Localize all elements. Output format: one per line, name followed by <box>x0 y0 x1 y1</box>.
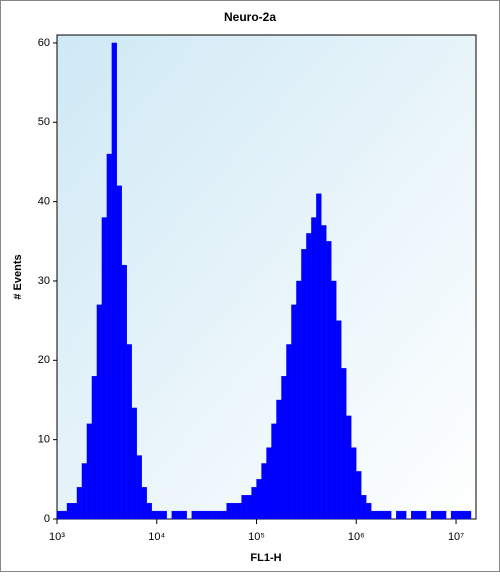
bar <box>306 233 312 520</box>
bar <box>401 510 407 520</box>
bar <box>415 510 422 520</box>
bar <box>206 510 212 520</box>
x-tick-label: 10⁷ <box>448 531 464 543</box>
bar <box>171 510 177 520</box>
chart-title: Neuro-2a <box>224 10 276 24</box>
bar <box>146 502 152 520</box>
bar <box>381 510 387 520</box>
bar <box>455 510 462 520</box>
bar <box>241 495 247 520</box>
bar <box>181 510 187 520</box>
bar <box>91 376 98 520</box>
bar <box>316 193 322 520</box>
bar <box>291 304 297 520</box>
bar <box>141 487 147 520</box>
bar <box>126 344 132 520</box>
bar <box>296 280 302 520</box>
bar <box>286 344 292 520</box>
y-tick-label: 10 <box>38 434 50 446</box>
x-tick-label: 10⁶ <box>348 531 365 543</box>
bar <box>465 510 472 520</box>
bar <box>216 510 222 520</box>
bar <box>201 510 207 520</box>
bar <box>136 455 142 520</box>
bar <box>131 407 137 520</box>
bar <box>450 510 457 520</box>
bar <box>66 502 73 520</box>
bar <box>430 510 437 520</box>
y-tick-label: 60 <box>38 37 50 49</box>
bar <box>356 471 362 520</box>
bar <box>435 510 442 520</box>
bar <box>311 217 317 520</box>
y-tick-label: 20 <box>38 354 50 366</box>
bar <box>56 510 63 520</box>
bar <box>156 510 162 520</box>
bar <box>321 225 327 520</box>
bar <box>71 502 78 520</box>
bar <box>420 510 427 520</box>
bar <box>366 502 372 520</box>
bar <box>331 280 337 520</box>
bar <box>191 510 197 520</box>
bar <box>386 510 392 520</box>
bar <box>411 510 417 520</box>
y-tick-label: 0 <box>44 513 50 525</box>
bar <box>196 510 202 520</box>
bar <box>86 423 93 520</box>
bar <box>376 510 382 520</box>
bar <box>351 447 357 520</box>
bar <box>76 487 83 520</box>
bar <box>161 510 167 520</box>
bar <box>121 264 127 520</box>
bar <box>361 495 367 520</box>
bar <box>460 510 467 520</box>
bar <box>111 42 118 520</box>
bar <box>301 249 307 520</box>
bar <box>371 510 377 520</box>
bar <box>271 423 277 520</box>
bar <box>336 320 342 520</box>
bar <box>101 217 108 520</box>
bars <box>56 42 472 520</box>
bar <box>396 510 402 520</box>
bar <box>226 502 232 520</box>
bar <box>251 487 257 520</box>
bar <box>266 447 272 520</box>
bar <box>211 510 217 520</box>
bar <box>341 368 347 520</box>
bar <box>261 463 267 520</box>
bar <box>236 502 242 520</box>
bar <box>246 495 252 520</box>
bar <box>81 463 88 520</box>
bar <box>151 510 157 520</box>
bar <box>256 479 262 520</box>
bar <box>106 153 113 520</box>
y-tick-label: 30 <box>38 275 50 287</box>
y-axis-label: # Events <box>12 254 24 299</box>
x-tick-label: 10³ <box>49 531 65 543</box>
bar <box>346 415 352 520</box>
bar <box>440 510 447 520</box>
y-tick-label: 50 <box>38 116 50 128</box>
x-axis-label: FL1-H <box>250 552 281 564</box>
bar <box>61 510 68 520</box>
bar <box>96 304 103 520</box>
bar <box>176 510 182 520</box>
x-tick-label: 10⁴ <box>148 531 165 543</box>
bar <box>231 502 237 520</box>
y-tick-label: 40 <box>38 196 50 208</box>
bar <box>281 376 287 520</box>
bar <box>326 241 332 520</box>
bar <box>276 399 282 520</box>
bar <box>116 185 122 520</box>
x-tick-label: 10⁵ <box>248 531 265 543</box>
bar <box>221 510 227 520</box>
